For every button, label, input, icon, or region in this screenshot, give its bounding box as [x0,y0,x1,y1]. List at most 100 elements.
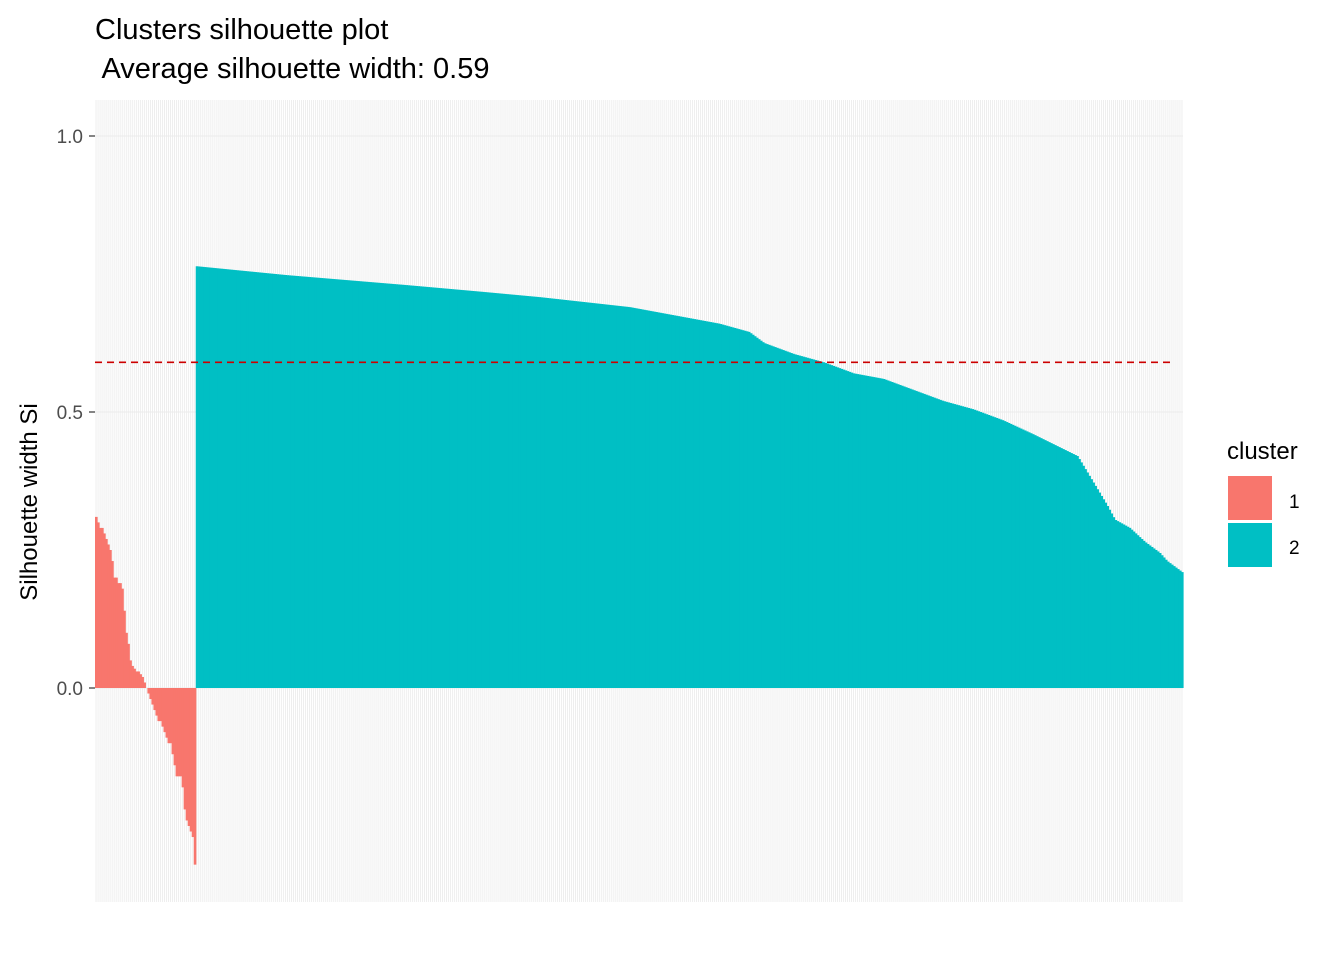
silhouette-bar-cluster-2 [258,272,261,688]
silhouette-bar-cluster-2 [997,418,1001,688]
silhouette-bar-cluster-2 [667,314,670,688]
chart-subtitle: Average silhouette width: 0.59 [95,53,489,85]
silhouette-bar-cluster-2 [203,267,207,688]
silhouette-bar-cluster-2 [647,310,650,688]
silhouette-bar-cluster-2 [1112,517,1116,688]
silhouette-bar-cluster-2 [298,276,302,688]
silhouette-bar-cluster-2 [1031,434,1035,688]
silhouette-bar-cluster-2 [1072,454,1075,688]
silhouette-bar-cluster-2 [433,287,437,688]
silhouette-bar-cluster-2 [641,309,644,688]
silhouette-bar-cluster-2 [594,303,598,688]
silhouette-bar-cluster-2 [967,407,971,688]
silhouette-bar-cluster-2 [1086,472,1089,688]
silhouette-bar-cluster-2 [913,390,916,688]
silhouette-bar-cluster-2 [572,300,576,688]
silhouette-bar-cluster-2 [788,352,791,688]
silhouette-bar-cluster-2 [1120,523,1124,688]
silhouette-bar-cluster-2 [240,270,243,688]
silhouette-bar-cluster-2 [981,412,985,688]
silhouette-bar-cluster-2 [429,287,433,688]
silhouette-bar-cluster-2 [227,269,231,688]
silhouette-bar-cluster-2 [832,365,836,688]
silhouette-bar-cluster-2 [697,319,701,688]
silhouette-bar-cluster-2 [1174,567,1178,688]
silhouette-bar-cluster-2 [411,285,414,688]
silhouette-bar-cluster-1 [165,688,169,738]
silhouette-bar-cluster-2 [215,268,219,688]
silhouette-bar-cluster-2 [614,305,618,688]
silhouette-bar-cluster-2 [566,300,570,688]
silhouette-bar-cluster-2 [784,350,787,688]
silhouette-bar-cluster-2 [812,359,815,688]
silhouette-bar-cluster-2 [320,278,324,688]
silhouette-bar-cluster-2 [548,298,551,688]
silhouette-bar-cluster-2 [397,284,400,688]
silhouette-bar-cluster-2 [1176,569,1180,688]
silhouette-bar-cluster-2 [393,284,396,688]
silhouette-bar-cluster-2 [610,305,614,688]
silhouette-bar-cluster-2 [475,291,479,688]
silhouette-bar-cluster-2 [687,317,690,688]
silhouette-bar-cluster-2 [689,318,692,688]
silhouette-bar-cluster-2 [761,342,765,688]
silhouette-bar-cluster-2 [274,274,277,688]
silhouette-bar-cluster-2 [524,295,527,688]
silhouette-bar-cluster-2 [786,351,789,688]
silhouette-bar-cluster-2 [252,271,255,688]
silhouette-bar-cluster-2 [1134,533,1138,688]
silhouette-bar-cluster-2 [1106,506,1110,688]
silhouette-bar-cluster-2 [679,316,682,688]
silhouette-bar-cluster-1 [159,688,163,722]
silhouette-bar-cluster-2 [1144,542,1148,688]
silhouette-bar-cluster-2 [1088,475,1091,688]
silhouette-bar-cluster-2 [427,287,431,688]
silhouette-bar-cluster-2 [1045,441,1049,688]
silhouette-bar-cluster-2 [703,320,707,688]
silhouette-bar-cluster-2 [268,273,271,688]
silhouette-bar-cluster-2 [403,284,406,688]
silhouette-bar-cluster-2 [763,343,767,688]
silhouette-bar-cluster-2 [896,384,900,688]
silhouette-bar-cluster-2 [528,296,531,688]
silhouette-bar-cluster-2 [665,313,668,688]
silhouette-bar-cluster-2 [439,288,443,688]
silhouette-bar-cluster-2 [242,270,245,688]
silhouette-bar-cluster-2 [598,303,602,688]
silhouette-bar-cluster-2 [457,289,461,688]
silhouette-bar-cluster-2 [560,299,564,688]
silhouette-bar-cluster-2 [840,368,844,688]
silhouette-bar-cluster-2 [415,285,418,688]
silhouette-bar-cluster-1 [153,688,157,711]
silhouette-bar-cluster-1 [163,688,167,733]
silhouette-bar-cluster-2 [862,375,866,688]
silhouette-bar-cluster-2 [1146,543,1150,688]
silhouette-bar-cluster-2 [713,322,717,688]
silhouette-bar-cluster-2 [822,362,825,688]
silhouette-bar-cluster-1 [97,522,100,688]
silhouette-bar-cluster-2 [356,281,360,688]
silhouette-bar-cluster-2 [544,297,547,688]
silhouette-bar-cluster-2 [413,285,416,688]
silhouette-bar-cluster-2 [316,277,320,688]
silhouette-bar-cluster-2 [987,415,991,688]
silhouette-bar-cluster-2 [955,404,958,688]
silhouette-bar-cluster-2 [900,385,904,688]
silhouette-bar-cluster-2 [364,281,368,688]
silhouette-bar-cluster-2 [824,362,827,688]
silhouette-bar-cluster-2 [1056,446,1059,688]
silhouette-bar-cluster-2 [612,305,616,688]
silhouette-bar-cluster-2 [1005,422,1009,688]
silhouette-bar-cluster-2 [941,400,944,688]
silhouette-bar-cluster-2 [719,324,723,688]
silhouette-bar-cluster-2 [735,328,739,688]
silhouette-bar-cluster-2 [886,380,890,688]
silhouette-bar-cluster-2 [848,371,852,688]
silhouette-bar-cluster-2 [818,361,821,688]
silhouette-bar-cluster-2 [1048,442,1051,688]
silhouette-bar-cluster-2 [387,283,390,688]
silhouette-bar-cluster-2 [939,399,942,688]
silhouette-bar-cluster-2 [421,286,425,688]
silhouette-bar-cluster-2 [663,313,666,688]
silhouette-bar-cluster-2 [802,356,805,688]
